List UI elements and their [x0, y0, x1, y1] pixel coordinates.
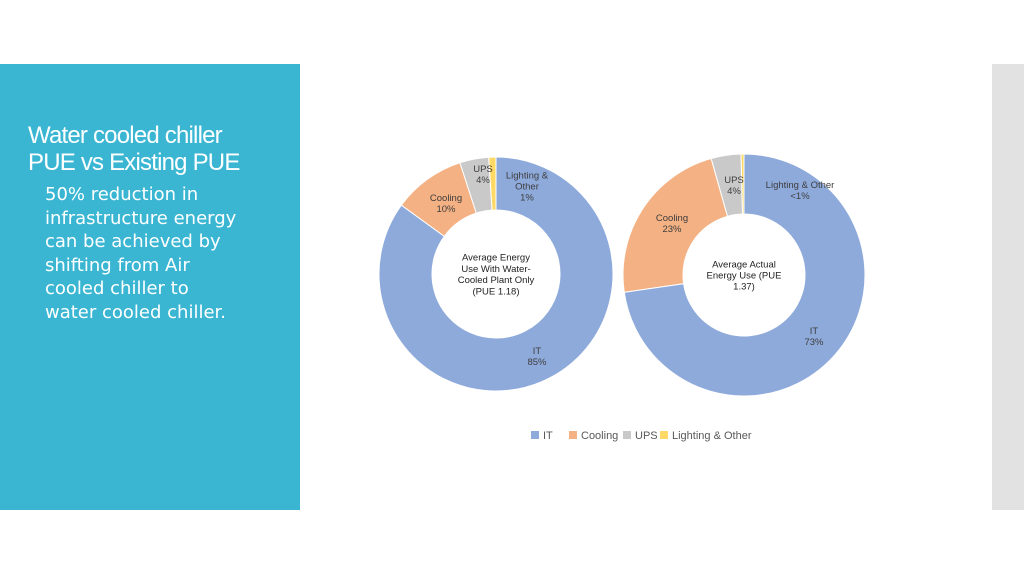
- data-label-ups: UPS 4%: [724, 175, 744, 197]
- data-label-it: IT 85%: [527, 346, 547, 368]
- legend-swatch-it: [531, 431, 539, 439]
- data-label-lighting-and-other: Lighting & Other <1%: [766, 180, 835, 202]
- slide-title-line-2: PUE vs Existing PUE: [28, 149, 240, 176]
- legend-label-it: IT: [543, 430, 553, 442]
- slice-ups: [710, 153, 743, 217]
- donut-chart-1: IT 85% Cooling 10% UPS 4% Lighting & Other 1% Ave…: [378, 156, 614, 392]
- legend-swatch-ups: [623, 431, 631, 439]
- legend-swatch-cooling: [569, 431, 577, 439]
- legend: IT Cooling UPS Lighting & Other: [531, 430, 752, 442]
- body-line: can be achieved by: [45, 231, 221, 252]
- body-line: water cooled chiller.: [45, 301, 227, 323]
- data-label-lighting-and-other: Lighting & Other 1%: [506, 170, 549, 203]
- slide-title-line-1: Water cooled chiller: [28, 122, 223, 149]
- body-line: infrastructure energy: [45, 207, 237, 229]
- center-label: Average Energy Use With Water-Cooled Plan…: [458, 253, 535, 298]
- slice-ups: [459, 156, 493, 214]
- slide-body-text: 50% reduction in infrastructure energy c…: [45, 183, 280, 324]
- legend-swatch-lighting-and-other: [660, 431, 668, 439]
- legend-label-cooling: Cooling: [581, 430, 618, 442]
- legend-label-lighting-and-other: Lighting & Other: [672, 430, 752, 442]
- center-label: Average Actual Energy Use (PUE 1.37): [707, 259, 782, 292]
- slice-cooling: [622, 157, 729, 293]
- data-label-cooling: Cooling 23%: [656, 213, 688, 235]
- slice-it: [378, 156, 614, 392]
- legend-label-ups: UPS: [635, 430, 658, 442]
- donut-charts: IT 85% Cooling 10% UPS 4% Lighting & Other 1% Ave…: [378, 153, 866, 442]
- title-panel: [0, 64, 300, 510]
- slide-title: Water cooled chiller PUE vs Existing PUE: [28, 122, 290, 176]
- data-label-cooling: Cooling 10%: [430, 193, 462, 215]
- slice-cooling: [400, 162, 477, 238]
- body-line: shifting from Air: [45, 254, 190, 276]
- data-label-it: IT 73%: [804, 326, 824, 348]
- slice-it: [623, 153, 866, 397]
- body-line: 50% reduction in: [45, 184, 199, 205]
- donut-chart-2: IT 73% Cooling 23% UPS 4% Lighting & Other <1% A…: [622, 153, 866, 397]
- data-label-ups: UPS 4%: [473, 164, 493, 186]
- body-line: cooled chiller to: [45, 278, 189, 299]
- right-edge-strip: [992, 64, 1024, 510]
